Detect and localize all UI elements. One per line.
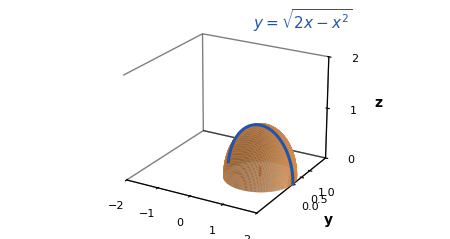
X-axis label: x: x	[162, 237, 171, 239]
Text: $y = \sqrt{2x - x^2}$: $y = \sqrt{2x - x^2}$	[252, 7, 352, 34]
Y-axis label: y: y	[324, 213, 333, 227]
